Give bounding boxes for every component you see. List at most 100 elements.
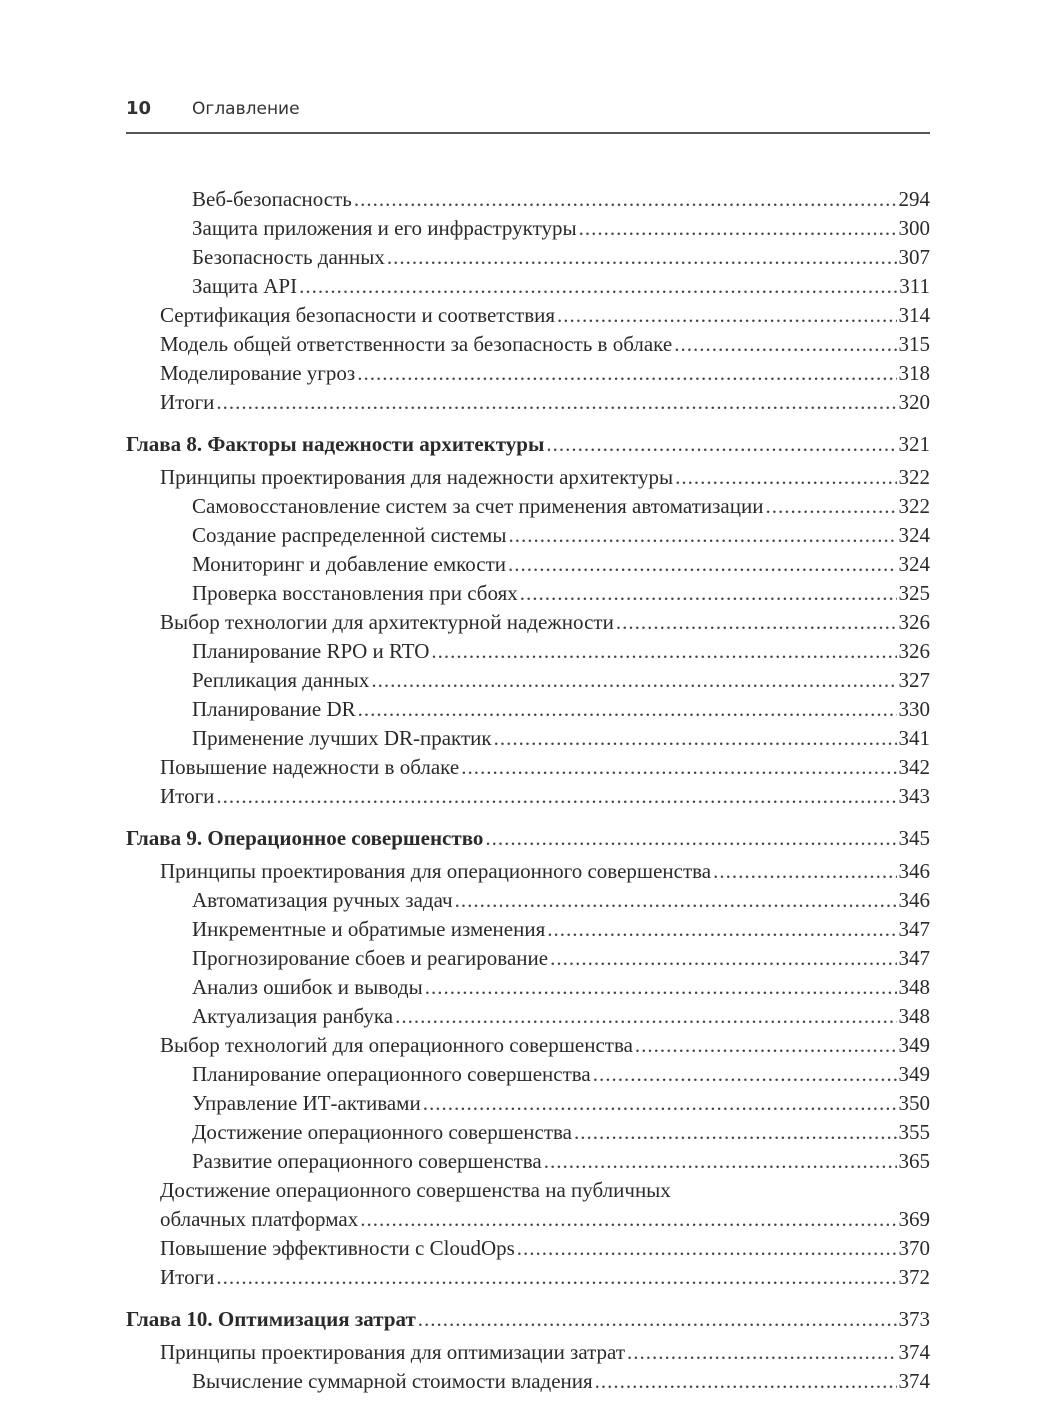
toc-page-number: 373	[898, 1307, 931, 1331]
toc-entry[interactable]: Развитие операционного совершенства 365	[126, 1147, 930, 1176]
toc-entry: Достижение операционного совершенства на…	[126, 1176, 930, 1234]
toc-entry-title: Управление ИТ-активами	[192, 1091, 421, 1115]
toc-entry[interactable]: Репликация данных 327	[126, 666, 930, 695]
toc-entry-title: Итоги	[160, 1265, 215, 1289]
toc-entry-title: Глава 9. Операционное совершенство	[126, 826, 484, 850]
toc-entry[interactable]: Защита приложения и его инфраструктуры 30…	[126, 214, 930, 243]
toc-page-number: 374	[898, 1340, 931, 1364]
toc-entry[interactable]: Защита API 311	[126, 272, 930, 301]
toc-page-number: 322	[898, 465, 931, 489]
toc-entry-title: Защита приложения и его инфраструктуры	[192, 216, 577, 240]
dot-leader	[520, 579, 897, 608]
dot-leader	[216, 782, 896, 811]
dot-leader	[550, 944, 896, 973]
toc-entry[interactable]: Итоги 320	[126, 388, 930, 417]
toc-entry[interactable]: Выбор технологий для операционного совер…	[126, 1031, 930, 1060]
toc-chapter-entry[interactable]: Глава 9. Операционное совершенство 345	[126, 824, 930, 853]
toc-entry[interactable]: Планирование операционного совершенства 3…	[126, 1060, 930, 1089]
toc-entry-title: Модель общей ответственности за безопасн…	[160, 332, 673, 356]
page-number: 10	[126, 98, 152, 119]
toc-entry[interactable]: Вычисление суммарной стоимости владения 3…	[126, 1367, 930, 1396]
toc-entry-line: облачных платформах 369	[160, 1205, 930, 1234]
dot-leader	[627, 1338, 896, 1367]
toc-entry[interactable]: Инкрементные и обратимые изменения 347	[126, 915, 930, 944]
toc-page-number: 315	[898, 332, 931, 356]
toc-entry[interactable]: Достижение операционного совершенства 355	[126, 1118, 930, 1147]
toc-page-number: 326	[898, 639, 931, 663]
dot-leader	[395, 1002, 896, 1031]
toc-page-number: 320	[898, 390, 931, 414]
toc-entry[interactable]: Повышение эффективности с CloudOps 370	[126, 1234, 930, 1263]
toc-entry-title: Повышение эффективности с CloudOps	[160, 1236, 515, 1260]
toc-page-number: 343	[898, 784, 931, 808]
toc-entry-title: Проверка восстановления при сбоях	[192, 581, 518, 605]
toc-page-number: 374	[898, 1369, 931, 1393]
dot-leader	[593, 1060, 897, 1089]
dot-leader	[546, 430, 896, 459]
toc-page-number: 346	[898, 888, 931, 912]
toc-entry-title: Моделирование угроз	[160, 361, 356, 385]
toc-entry[interactable]: Анализ ошибок и выводы 348	[126, 973, 930, 1002]
toc-entry[interactable]: Мониторинг и добавление емкости 324	[126, 550, 930, 579]
dot-leader	[508, 521, 896, 550]
toc-entry[interactable]: Самовосстановление систем за счет примен…	[126, 492, 930, 521]
toc-chapter-entry[interactable]: Глава 8. Факторы надежности архитектуры 3…	[126, 430, 930, 459]
toc-page-number: 355	[898, 1120, 931, 1144]
dot-leader	[485, 824, 896, 853]
toc-entry[interactable]: Веб-безопасность 294	[126, 185, 930, 214]
toc-entry[interactable]: Безопасность данных 307	[126, 243, 930, 272]
toc-entry-title: Сертификация безопасности и соответствия	[160, 303, 556, 327]
toc-entry-title: Создание распределенной системы	[192, 523, 507, 547]
toc-entry[interactable]: Сертификация безопасности и соответствия…	[126, 301, 930, 330]
toc-page-number: 349	[898, 1033, 931, 1057]
toc-entry[interactable]: Итоги 372	[126, 1263, 930, 1292]
toc-entry[interactable]: Создание распределенной системы 324	[126, 521, 930, 550]
toc-entry-title: Автоматизация ручных задач	[192, 888, 453, 912]
dot-leader	[675, 463, 896, 492]
dot-leader	[455, 886, 897, 915]
toc-entry[interactable]: Принципы проектирования для оптимизации …	[126, 1338, 930, 1367]
toc-page-number: 348	[898, 975, 931, 999]
toc-entry[interactable]: Планирование RPO и RTO 326	[126, 637, 930, 666]
toc-entry-title: Актуализация ранбука	[192, 1004, 394, 1028]
toc-entry[interactable]: Повышение надежности в облаке 342	[126, 753, 930, 782]
toc-page-number: 294	[898, 187, 931, 211]
toc-entry[interactable]: Управление ИТ-активами 350	[126, 1089, 930, 1118]
toc-entry[interactable]: Принципы проектирования для операционног…	[126, 857, 930, 886]
dot-leader	[360, 1205, 896, 1234]
toc-entry[interactable]: Прогнозирование сбоев и реагирование 347	[126, 944, 930, 973]
toc-entry[interactable]: Модель общей ответственности за безопасн…	[126, 330, 930, 359]
toc-entry[interactable]: Моделирование угроз 318	[126, 359, 930, 388]
running-header: 10 Оглавление	[126, 96, 930, 134]
toc-page-number: 347	[898, 917, 931, 941]
toc-page-number: 326	[898, 610, 931, 634]
toc-page-number: 325	[898, 581, 931, 605]
dot-leader	[579, 214, 897, 243]
toc-entry[interactable]: Планирование DR 330	[126, 695, 930, 724]
dot-leader	[425, 973, 897, 1002]
toc-entry-title: Итоги	[160, 390, 215, 414]
running-title: Оглавление	[192, 99, 300, 119]
toc-entry[interactable]: Актуализация ранбука 348	[126, 1002, 930, 1031]
toc-entry[interactable]: Применение лучших DR-практик 341	[126, 724, 930, 753]
toc-entry[interactable]: Автоматизация ручных задач 346	[126, 886, 930, 915]
dot-leader	[595, 1367, 897, 1396]
toc-entry[interactable]: Итоги 343	[126, 782, 930, 811]
toc-entry-title: Выбор технологий для операционного совер…	[160, 1033, 633, 1057]
toc-entry-title: Принципы проектирования для операционног…	[160, 859, 712, 883]
toc-entry-title: Мониторинг и добавление емкости	[192, 552, 507, 576]
dot-leader	[517, 1234, 897, 1263]
toc-entry[interactable]: Проверка восстановления при сбоях 325	[126, 579, 930, 608]
toc-entry-title: Глава 8. Факторы надежности архитектуры	[126, 432, 545, 456]
dot-leader	[354, 185, 897, 214]
toc-chapter-entry[interactable]: Глава 10. Оптимизация затрат 373	[126, 1305, 930, 1334]
dot-leader	[674, 330, 896, 359]
toc-page-number: 330	[898, 697, 931, 721]
toc-entry[interactable]: Принципы проектирования для надежности а…	[126, 463, 930, 492]
toc-entry[interactable]: Выбор технологии для архитектурной надеж…	[126, 608, 930, 637]
toc-page-number: 370	[898, 1236, 931, 1260]
dot-leader	[461, 753, 896, 782]
toc-entry-title: Инкрементные и обратимые изменения	[192, 917, 546, 941]
toc-entry-title: Репликация данных	[192, 668, 370, 692]
toc-page-number: 318	[898, 361, 931, 385]
